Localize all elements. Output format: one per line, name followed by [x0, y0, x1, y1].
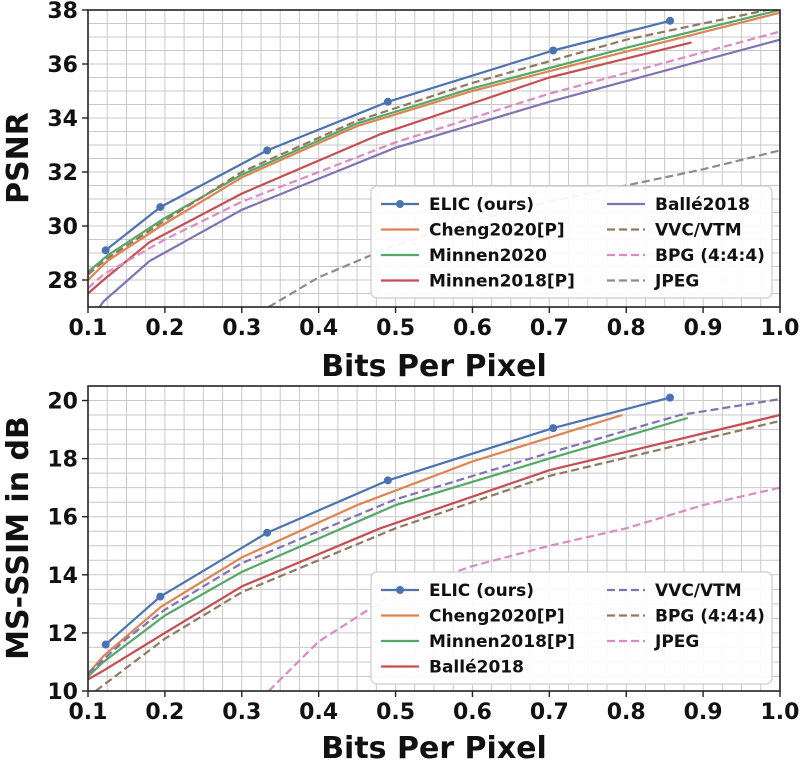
msssim-legend-label-2: Minnen2018[P] — [429, 632, 575, 652]
psnr-x-tick-label: 0.6 — [453, 316, 492, 341]
msssim-ticks: 0.1 0.2 0.3 0.4 0.5 0.6 0.7 0.8 0.9 1.0 10 12 14 16 18… — [47, 390, 799, 725]
msssim-x-tick-label: 0.3 — [222, 700, 261, 725]
msssim-x-tick-label: 0.9 — [684, 700, 723, 725]
psnr-x-axis-label: Bits Per Pixel — [321, 349, 547, 384]
psnr-legend-label-6: BPG (4:4:4) — [655, 246, 765, 266]
psnr-x-tick-label: 0.2 — [145, 316, 184, 341]
msssim-series-line-4 — [88, 398, 780, 675]
msssim-x-tick-label: 0.6 — [453, 700, 492, 725]
psnr-x-tick-label: 0.5 — [376, 316, 415, 341]
psnr-y-tick-label: 32 — [47, 161, 78, 186]
msssim-legend-label-3: Ballé2018 — [429, 658, 524, 678]
psnr-data-point — [666, 16, 675, 25]
psnr-series-line-5 — [88, 10, 773, 276]
msssim-y-tick-label: 14 — [47, 564, 78, 589]
psnr-series-line-4 — [98, 38, 780, 307]
msssim-data-point — [263, 528, 272, 537]
psnr-y-tick-label: 38 — [47, 0, 78, 24]
msssim-series-line-1 — [88, 413, 623, 675]
psnr-y-tick-label: 36 — [47, 53, 78, 78]
psnr-legend-label-5: VVC/VTM — [655, 221, 742, 241]
msssim-y-tick-label: 10 — [47, 680, 78, 705]
psnr-x-tick-label: 0.3 — [222, 316, 261, 341]
msssim-series-line-5 — [95, 419, 780, 691]
psnr-x-tick-label: 0.4 — [299, 316, 338, 341]
msssim-y-axis-label: MS-SSIM in dB — [1, 416, 36, 660]
psnr-x-tick-label: 0.7 — [530, 316, 569, 341]
msssim-series-line-2 — [88, 416, 689, 678]
msssim-plot-frame — [87, 385, 781, 692]
psnr-data-point — [156, 203, 165, 212]
msssim-y-tick-label: 16 — [47, 506, 78, 531]
psnr-series-line-1 — [88, 11, 780, 281]
msssim-data-point — [383, 476, 392, 485]
msssim-x-tick-label: 1.0 — [761, 700, 800, 725]
psnr-ticks: 0.1 0.2 0.3 0.4 0.5 0.6 0.7 0.8 0.9 1.0 28 30 32 34 36… — [47, 0, 799, 341]
msssim-legend: ELIC (ours) Cheng2020[P] Minnen2018[P] Ball… — [370, 571, 773, 685]
psnr-series-line-0 — [105, 19, 671, 252]
psnr-y-tick-label: 30 — [47, 215, 78, 240]
psnr-plot-frame — [87, 9, 781, 308]
msssim-series-line-3 — [88, 413, 780, 681]
psnr-data-point — [549, 46, 558, 55]
psnr-data-point — [383, 97, 392, 106]
msssim-x-tick-label: 0.5 — [376, 700, 415, 725]
psnr-y-axis-label: PSNR — [1, 112, 36, 204]
psnr-legend-label-2: Minnen2020 — [429, 246, 547, 266]
psnr-legend-box — [370, 185, 773, 299]
msssim-legend-marker — [396, 586, 404, 594]
msssim-legend-label-5: BPG (4:4:4) — [655, 607, 765, 627]
psnr-series-line-3 — [88, 41, 692, 295]
msssim-x-tick-label: 0.8 — [607, 700, 646, 725]
psnr-x-tick-label: 0.8 — [607, 316, 646, 341]
msssim-data-point — [666, 393, 675, 402]
psnr-data-point — [101, 246, 110, 255]
psnr-x-tick-label: 0.1 — [69, 316, 108, 341]
msssim-series-line-6 — [267, 486, 780, 691]
psnr-data-point — [263, 146, 272, 155]
msssim-legend-label-0: ELIC (ours) — [429, 581, 534, 601]
psnr-legend-marker — [396, 200, 404, 208]
msssim-x-tick-label: 0.7 — [530, 700, 569, 725]
msssim-series-line-0 — [104, 396, 671, 646]
psnr-legend-label-7: JPEG — [654, 272, 699, 292]
psnr-series-line-7 — [268, 149, 780, 307]
msssim-series-layer — [88, 393, 780, 691]
psnr-legend-label-4: Ballé2018 — [655, 195, 750, 215]
msssim-legend-box — [370, 571, 773, 685]
psnr-legend-label-1: Cheng2020[P] — [429, 221, 565, 241]
psnr-legend: ELIC (ours) Cheng2020[P] Minnen2020 Minnen2… — [370, 185, 773, 299]
psnr-legend-label-0: ELIC (ours) — [429, 195, 534, 215]
msssim-legend-label-4: VVC/VTM — [655, 581, 742, 601]
msssim-x-axis-label: Bits Per Pixel — [321, 731, 547, 764]
msssim-x-tick-label: 0.1 — [69, 700, 108, 725]
msssim-y-tick-label: 20 — [47, 390, 78, 415]
msssim-legend-label-1: Cheng2020[P] — [429, 607, 565, 627]
msssim-x-tick-label: 0.4 — [299, 700, 338, 725]
psnr-series-line-2 — [88, 10, 780, 273]
psnr-x-tick-label: 1.0 — [761, 316, 800, 341]
msssim-x-tick-label: 0.2 — [145, 700, 184, 725]
psnr-y-tick-label: 34 — [47, 107, 78, 132]
msssim-y-tick-label: 12 — [47, 622, 78, 647]
psnr-chart: 0.1 0.2 0.3 0.4 0.5 0.6 0.7 0.8 0.9 1.0 28 30 32 34 36… — [1, 0, 799, 384]
msssim-data-point — [101, 640, 110, 649]
psnr-x-tick-label: 0.9 — [684, 316, 723, 341]
msssim-data-point — [549, 424, 558, 433]
msssim-data-point — [156, 592, 165, 601]
msssim-chart: 0.1 0.2 0.3 0.4 0.5 0.6 0.7 0.8 0.9 1.0 10 12 14 16 18… — [1, 385, 799, 764]
psnr-y-tick-label: 28 — [47, 269, 78, 294]
psnr-series-layer — [88, 10, 780, 307]
msssim-y-tick-label: 18 — [47, 448, 78, 473]
msssim-legend-label-6: JPEG — [654, 632, 699, 652]
psnr-legend-label-3: Minnen2018[P] — [429, 272, 575, 292]
